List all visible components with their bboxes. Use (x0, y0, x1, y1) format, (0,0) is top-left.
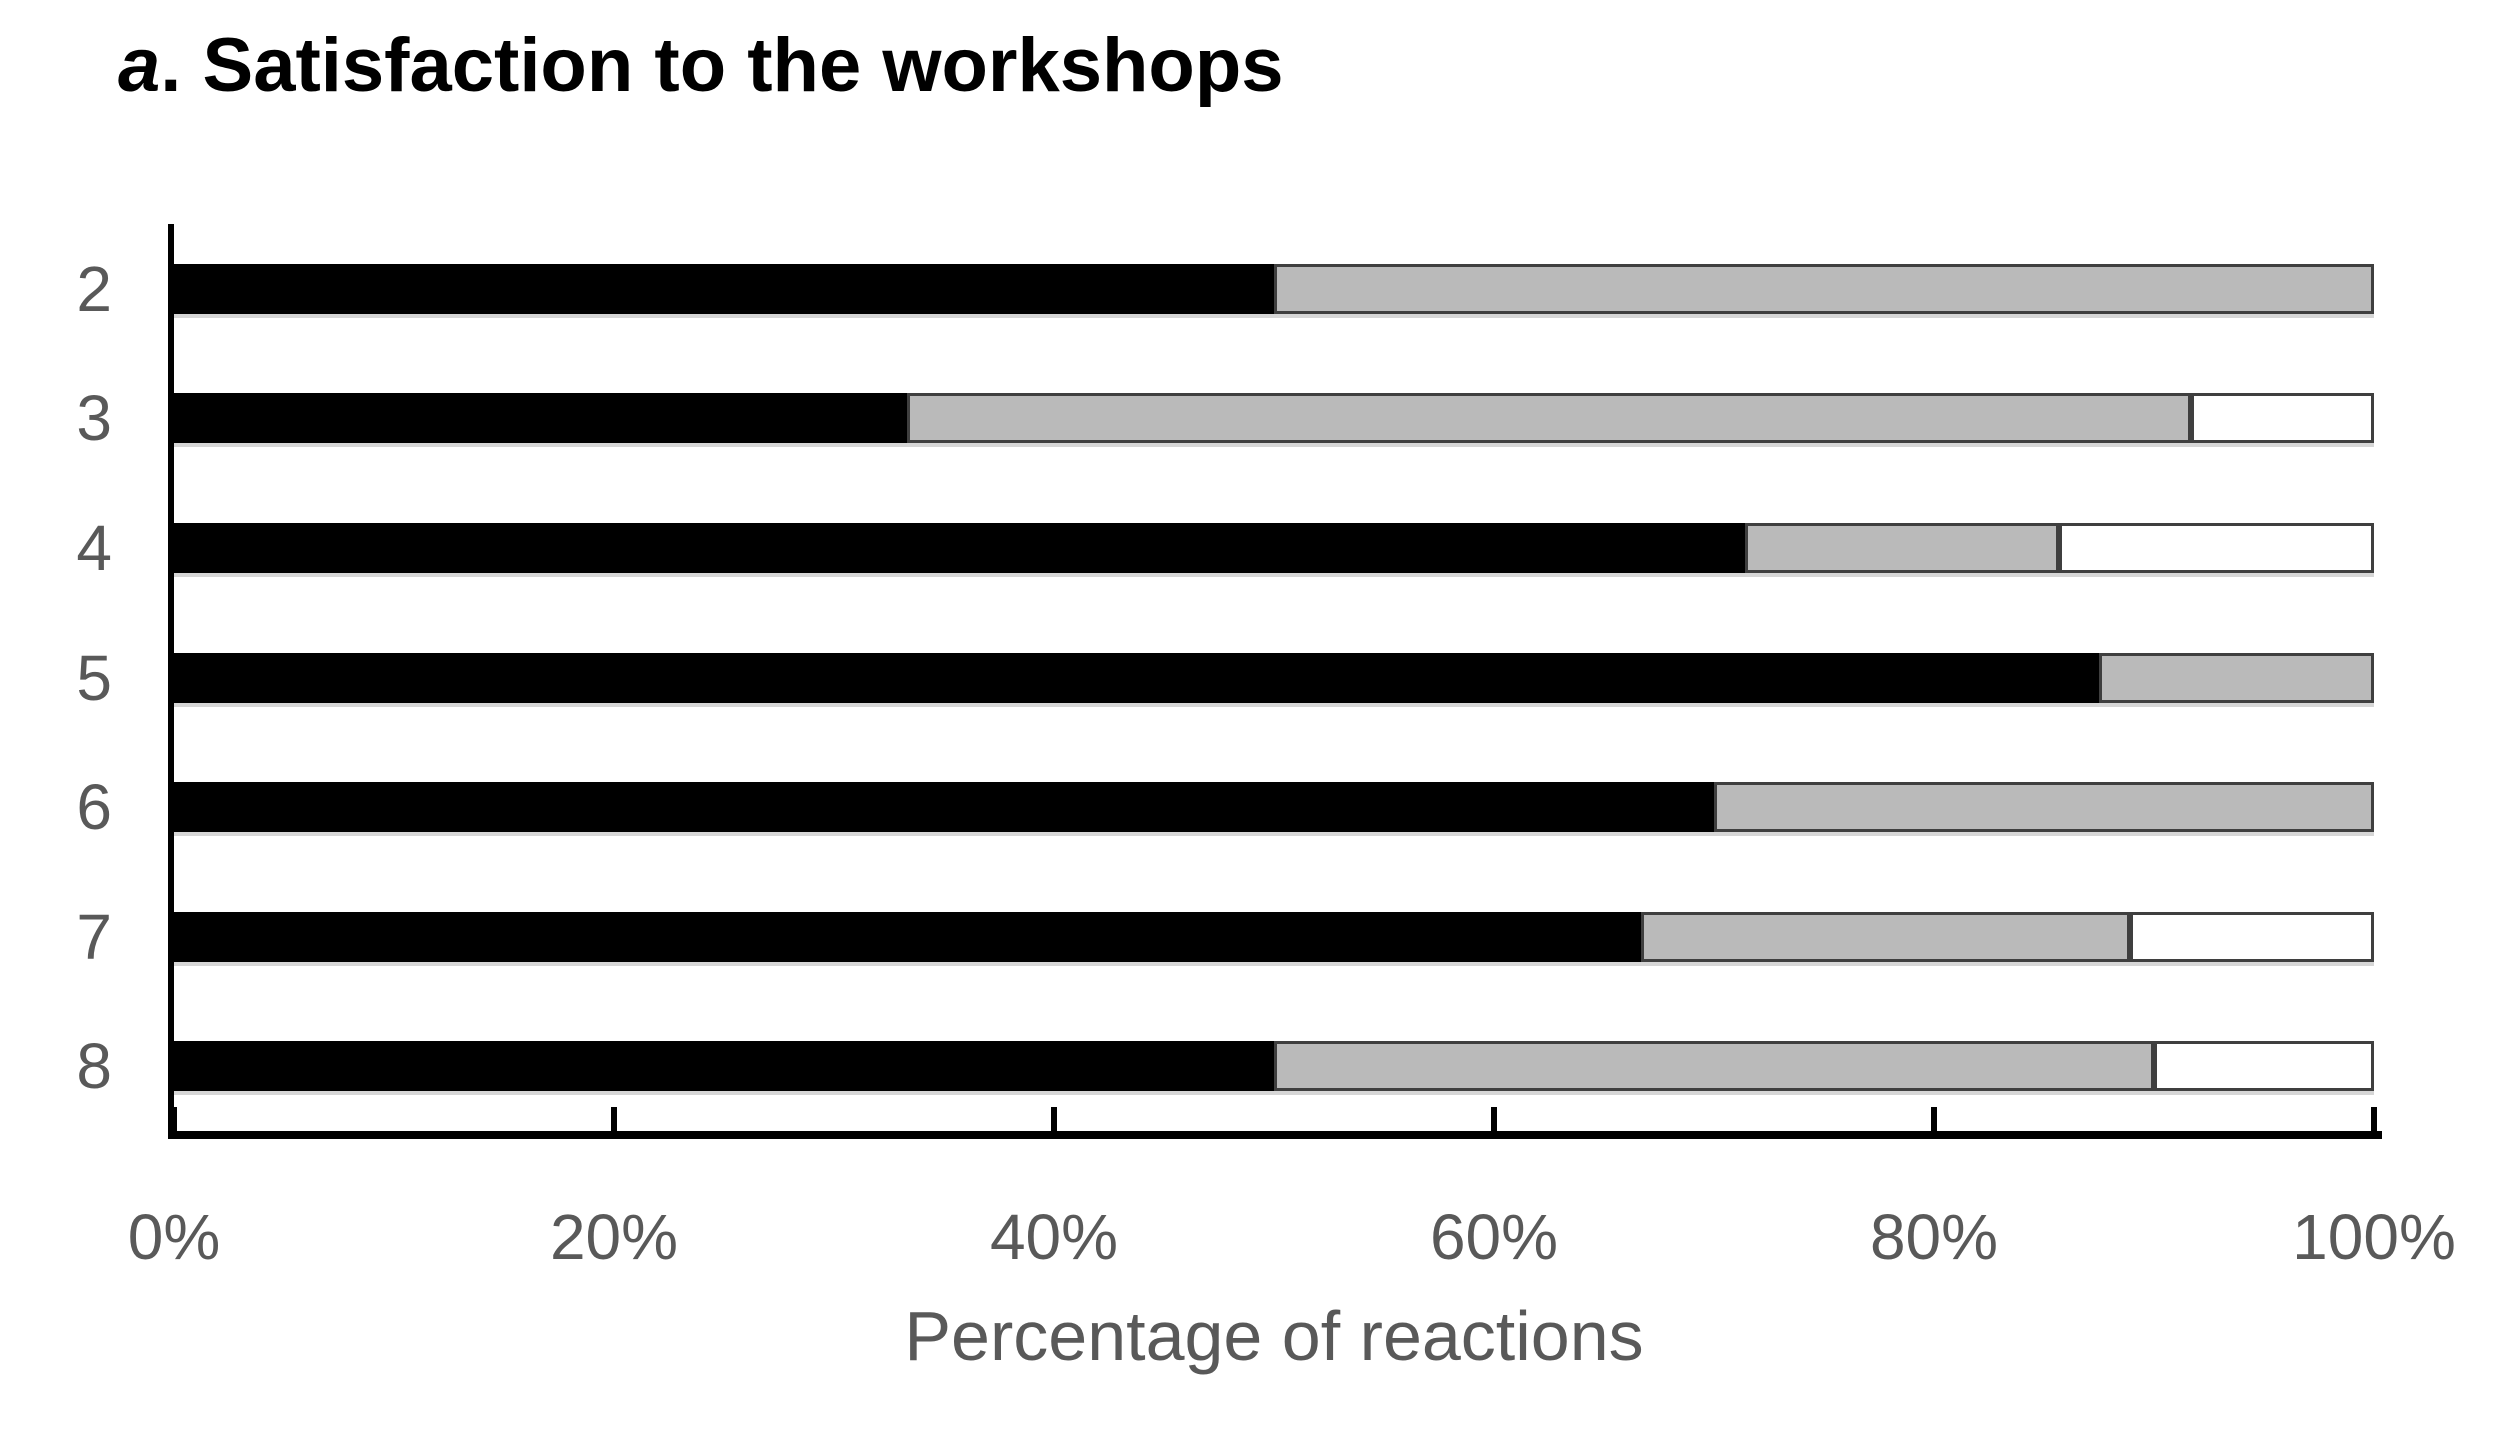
bar-5-gray-segment (2099, 652, 2374, 703)
x-tick-label-40%: 40% (989, 1201, 1119, 1273)
x-tick-label-100%: 100% (2292, 1201, 2456, 1273)
bar-row-5 (174, 652, 2374, 703)
bar-row-6 (174, 782, 2374, 833)
bar-row-4 (174, 522, 2374, 573)
x-tick-label-20%: 20% (549, 1201, 679, 1273)
bar-row-3 (174, 393, 2374, 444)
bar-7-black-segment (174, 911, 1642, 962)
bar-row-2 (174, 263, 2374, 314)
bar-4-white-segment (2059, 522, 2374, 573)
x-tick-mark-0% (171, 1107, 177, 1131)
bar-3-white-segment (2191, 393, 2374, 444)
x-tick-mark-80% (1931, 1107, 1937, 1131)
bar-row-8 (174, 1041, 2374, 1092)
bar-3-gray-segment (906, 393, 2192, 444)
y-tick-label-2: 2 (76, 252, 112, 325)
x-tick-label-60%: 60% (1429, 1201, 1559, 1273)
y-axis-line (168, 224, 174, 1139)
y-tick-label-6: 6 (76, 771, 112, 844)
chart-title-text: . Satisfaction to the workshops (160, 23, 1284, 108)
bar-5-black-segment (174, 652, 2099, 703)
x-axis-line (168, 1131, 2382, 1139)
plot-area: 0% 20% 40% 60% 80% 100% (128, 224, 2456, 1273)
bar-8-black-segment (174, 1041, 1274, 1092)
bar-7-white-segment (2129, 911, 2374, 962)
y-tick-label-5: 5 (76, 641, 112, 714)
x-axis-title: Percentage of reactions (904, 1297, 1644, 1375)
bar-6-black-segment (174, 782, 1714, 833)
y-tick-label-7: 7 (76, 900, 112, 973)
x-tick-mark-100% (2371, 1107, 2377, 1131)
chart-title-italic-prefix: a (118, 23, 161, 108)
x-tick-label-0%: 0% (127, 1201, 221, 1273)
chart-title: a. Satisfaction to the workshops (118, 22, 1284, 109)
x-tick-mark-20% (611, 1107, 617, 1131)
bar-2-gray-segment (1274, 263, 2374, 314)
x-tick-mark-60% (1491, 1107, 1497, 1131)
bar-8-gray-segment (1274, 1041, 2154, 1092)
y-tick-label-8: 8 (76, 1030, 112, 1103)
bar-row-7 (174, 911, 2374, 962)
x-tick-label-80%: 80% (1869, 1201, 1999, 1273)
y-tick-label-4: 4 (76, 511, 112, 584)
bar-7-gray-segment (1641, 911, 2130, 962)
x-tick-mark-40% (1051, 1107, 1057, 1131)
bar-3-black-segment (174, 393, 907, 444)
bar-4-black-segment (174, 522, 1745, 573)
bar-6-gray-segment (1714, 782, 2374, 833)
bar-4-gray-segment (1744, 522, 2060, 573)
bar-8-white-segment (2154, 1041, 2374, 1092)
y-tick-label-3: 3 (76, 382, 112, 455)
bar-2-black-segment (174, 263, 1274, 314)
